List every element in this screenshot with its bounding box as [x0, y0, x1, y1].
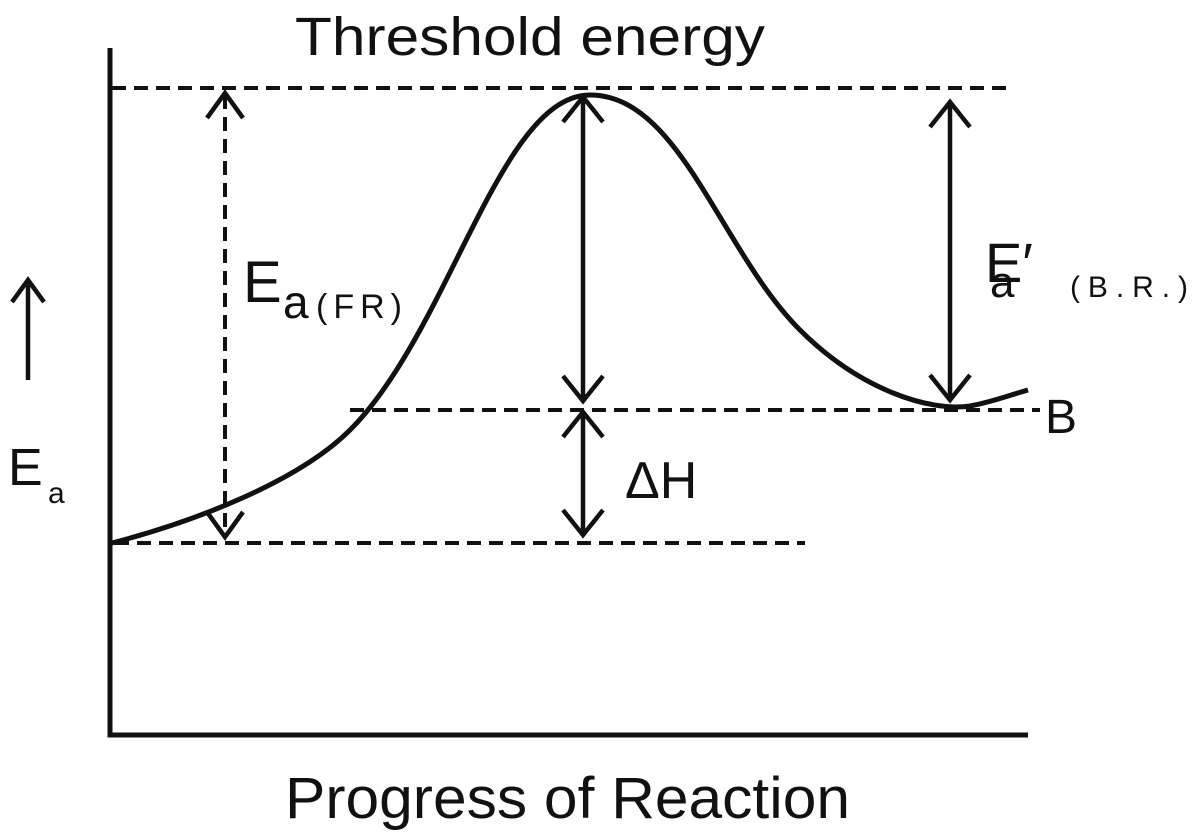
backward-label-note: (B.R.): [1070, 271, 1188, 304]
y-arrow: [10, 276, 46, 380]
axes: [107, 48, 1028, 738]
backward-label-sub: a: [990, 258, 1015, 307]
forward-label-sub: a: [283, 276, 309, 328]
enthalpy-label: ΔH: [625, 452, 697, 510]
peak-arrow: [561, 93, 605, 405]
backward-label: E′: [985, 231, 1033, 294]
title: Threshold energy: [295, 7, 765, 67]
forward-label-note: (FR): [316, 288, 402, 326]
energy-curve: [111, 92, 1029, 546]
product-label: B: [1045, 391, 1077, 444]
y-axis-label: E: [8, 439, 43, 497]
forward-arrow-heads: [205, 89, 245, 541]
y-axis-label-sub: a: [48, 477, 65, 510]
forward-label: E: [243, 250, 282, 315]
x-axis-label: Progress of Reaction: [285, 766, 850, 831]
enthalpy-arrow: [561, 408, 605, 539]
backward-arrow: [928, 98, 972, 404]
